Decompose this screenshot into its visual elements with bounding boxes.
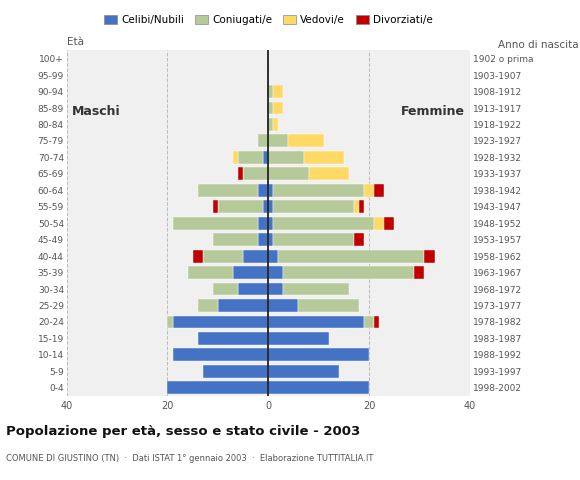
Bar: [172, 217, 258, 229]
Bar: [268, 200, 273, 213]
Bar: [268, 365, 339, 378]
Bar: [233, 266, 268, 279]
Bar: [268, 266, 284, 279]
Bar: [268, 381, 369, 394]
Bar: [414, 266, 425, 279]
Bar: [263, 151, 268, 164]
Bar: [258, 217, 268, 229]
Bar: [168, 381, 268, 394]
Text: COMUNE DI GIUSTINO (TN)  ·  Dati ISTAT 1° gennaio 2003  ·  Elaborazione TUTTITAL: COMUNE DI GIUSTINO (TN) · Dati ISTAT 1° …: [6, 454, 373, 463]
Bar: [268, 168, 309, 180]
Bar: [359, 200, 364, 213]
Bar: [278, 250, 425, 263]
Bar: [273, 85, 284, 98]
Bar: [268, 315, 364, 328]
Bar: [258, 134, 268, 147]
Text: Anno di nascita: Anno di nascita: [498, 40, 579, 50]
Bar: [188, 266, 233, 279]
Bar: [198, 332, 268, 345]
Bar: [213, 200, 218, 213]
Bar: [288, 134, 324, 147]
Text: Popolazione per età, sesso e stato civile - 2003: Popolazione per età, sesso e stato civil…: [6, 425, 360, 438]
Bar: [258, 233, 268, 246]
Bar: [198, 299, 218, 312]
Bar: [384, 217, 394, 229]
Bar: [193, 250, 203, 263]
Bar: [268, 250, 278, 263]
Bar: [238, 151, 263, 164]
Bar: [268, 151, 303, 164]
Bar: [374, 315, 379, 328]
Bar: [268, 134, 288, 147]
Bar: [273, 233, 354, 246]
Bar: [273, 217, 374, 229]
Bar: [268, 85, 273, 98]
Bar: [268, 184, 273, 197]
Bar: [218, 200, 263, 213]
Bar: [203, 250, 243, 263]
Bar: [213, 283, 238, 296]
Bar: [243, 168, 268, 180]
Bar: [374, 217, 384, 229]
Bar: [303, 151, 344, 164]
Bar: [309, 168, 349, 180]
Bar: [354, 233, 364, 246]
Bar: [354, 200, 359, 213]
Bar: [268, 299, 299, 312]
Bar: [425, 250, 434, 263]
Bar: [273, 118, 278, 131]
Bar: [299, 299, 359, 312]
Legend: Celibi/Nubili, Coniugati/e, Vedovi/e, Divorziati/e: Celibi/Nubili, Coniugati/e, Vedovi/e, Di…: [99, 11, 437, 29]
Bar: [238, 168, 243, 180]
Bar: [172, 315, 268, 328]
Bar: [268, 348, 369, 361]
Bar: [268, 283, 284, 296]
Text: Maschi: Maschi: [72, 105, 121, 118]
Bar: [284, 283, 349, 296]
Bar: [263, 200, 268, 213]
Bar: [218, 299, 268, 312]
Bar: [172, 348, 268, 361]
Bar: [374, 184, 384, 197]
Bar: [364, 315, 374, 328]
Bar: [233, 151, 238, 164]
Bar: [198, 184, 258, 197]
Bar: [273, 184, 364, 197]
Bar: [273, 200, 354, 213]
Bar: [268, 118, 273, 131]
Bar: [203, 365, 268, 378]
Bar: [168, 315, 172, 328]
Bar: [268, 217, 273, 229]
Bar: [268, 233, 273, 246]
Bar: [364, 184, 374, 197]
Text: Femmine: Femmine: [401, 105, 465, 118]
Bar: [213, 233, 258, 246]
Text: Età: Età: [67, 37, 84, 47]
Bar: [284, 266, 414, 279]
Bar: [243, 250, 268, 263]
Bar: [258, 184, 268, 197]
Bar: [273, 102, 284, 114]
Bar: [268, 332, 329, 345]
Bar: [268, 102, 273, 114]
Bar: [238, 283, 268, 296]
